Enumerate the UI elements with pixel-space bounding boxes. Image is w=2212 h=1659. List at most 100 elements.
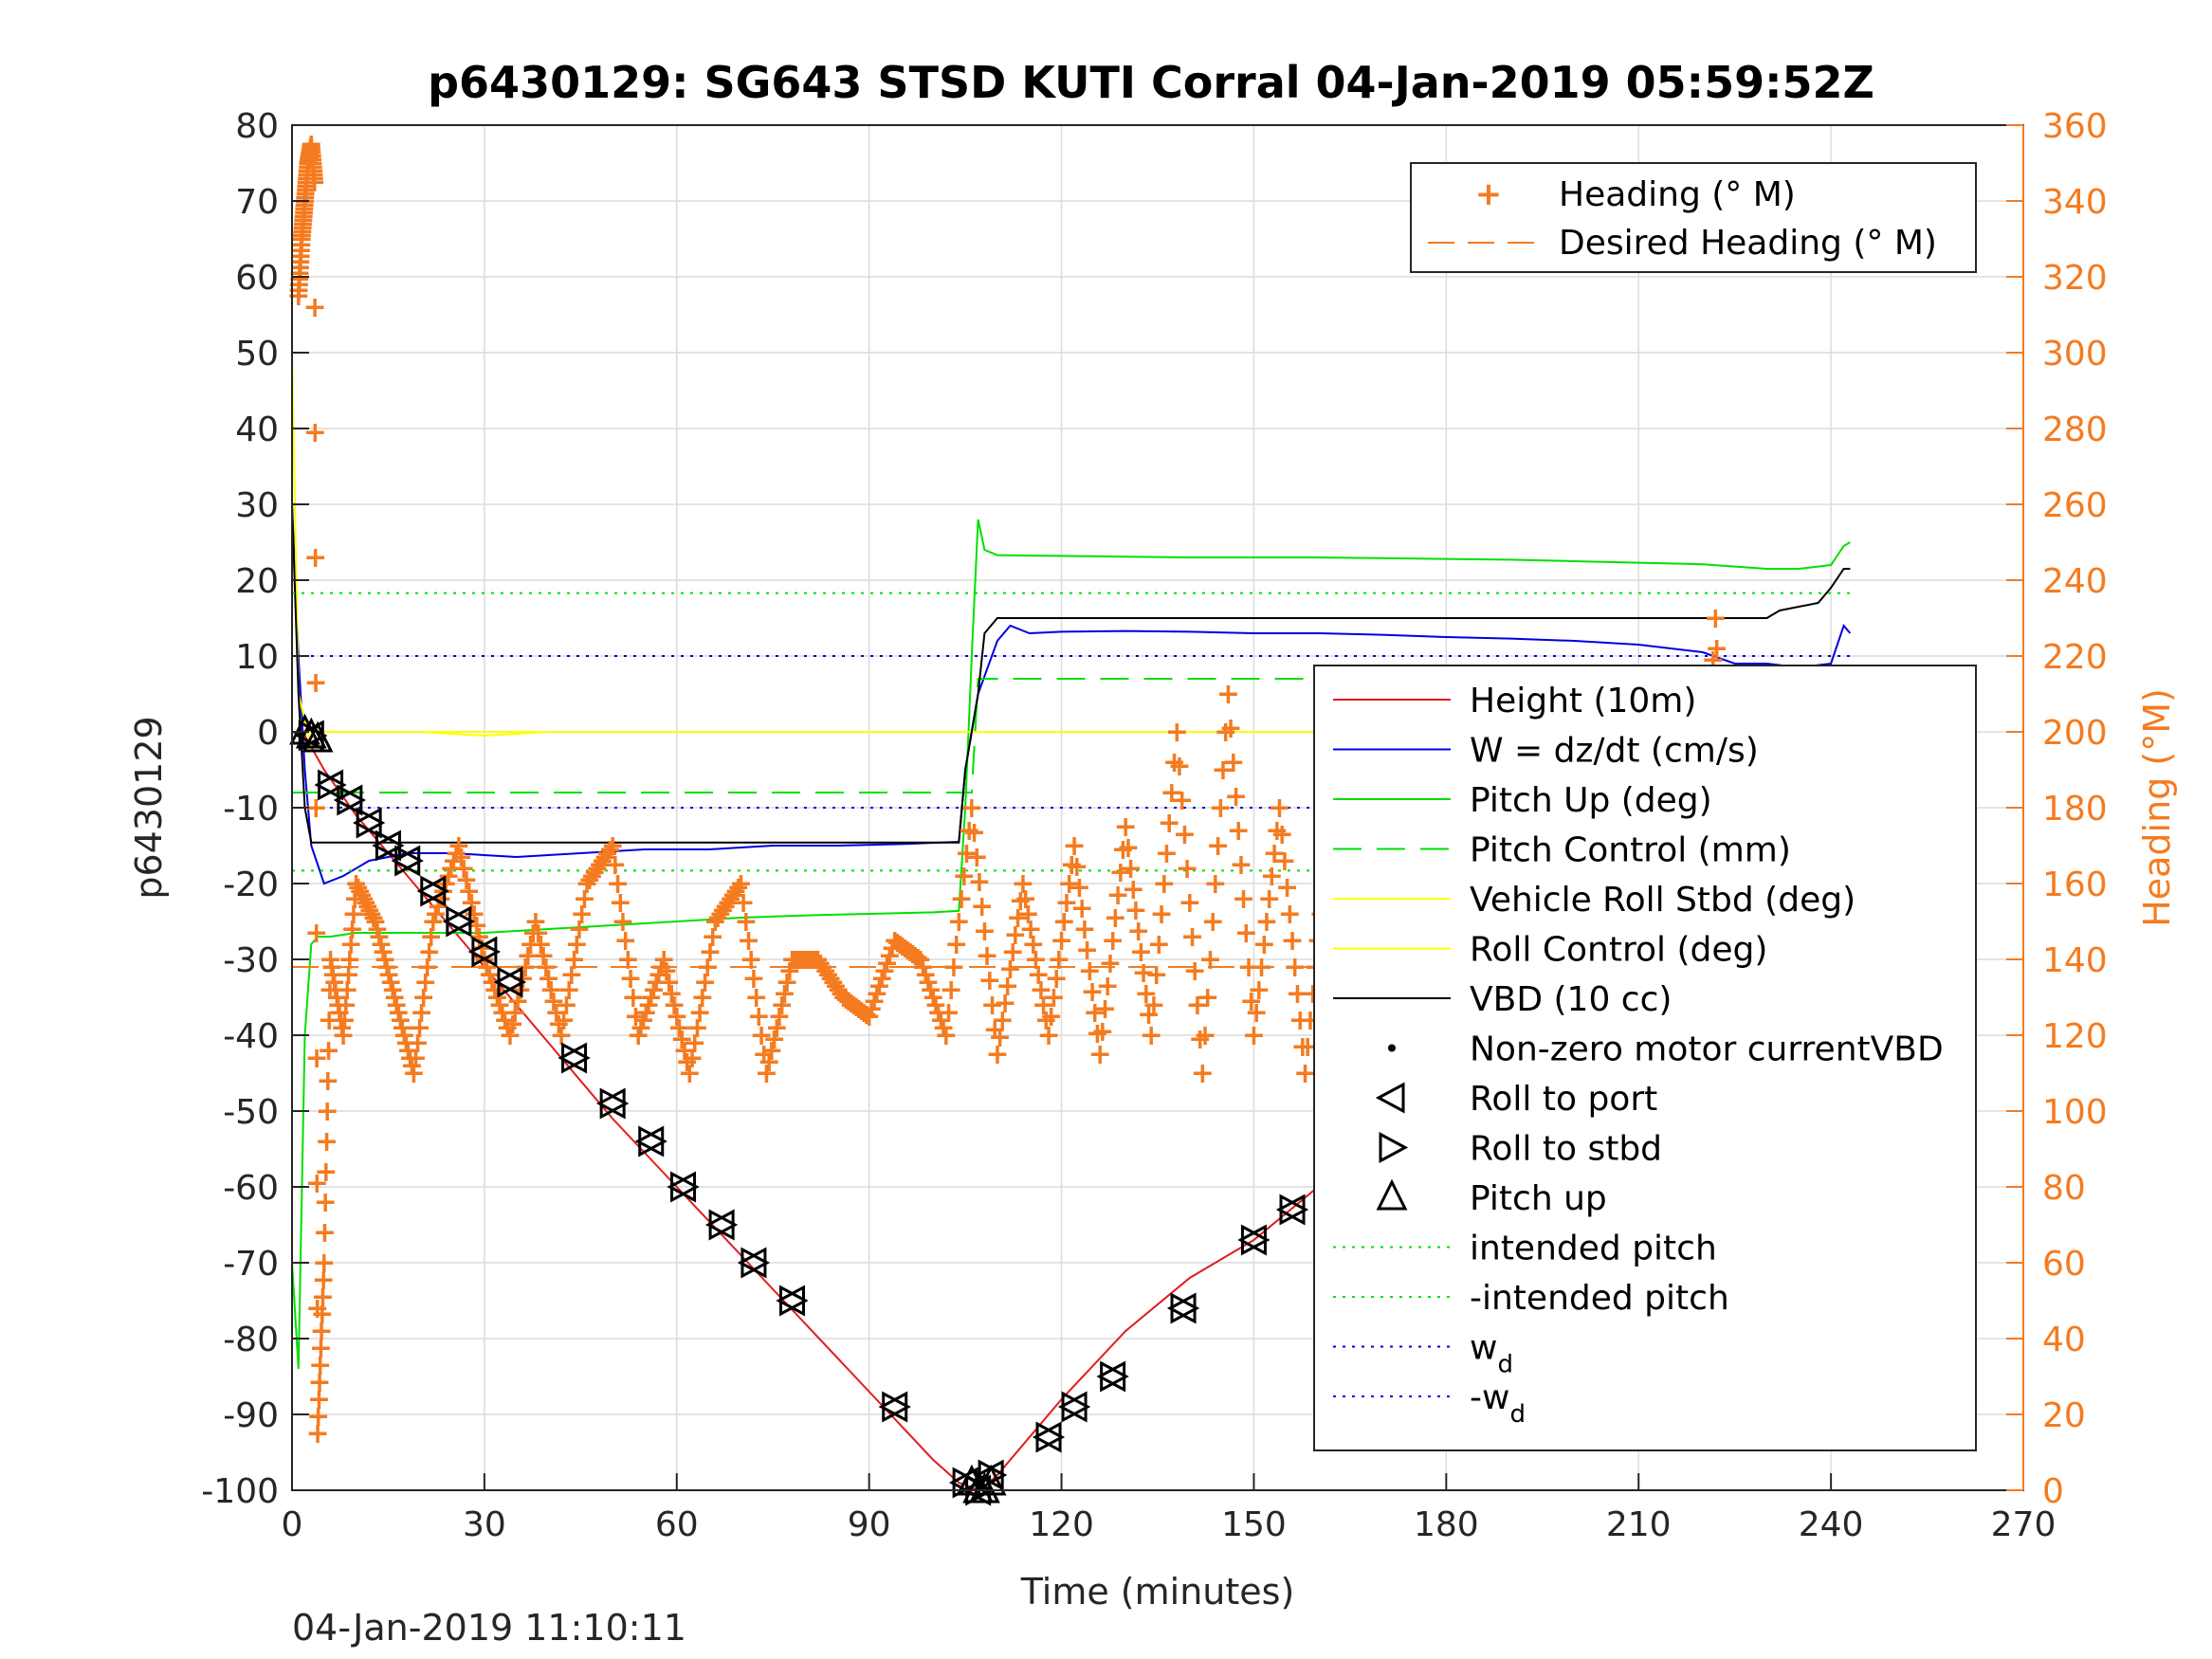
roll-to-stbd-marker xyxy=(561,1042,591,1074)
heading-point: + xyxy=(1257,883,1281,916)
y-tick-label: 50 xyxy=(235,335,279,374)
heading-point: + xyxy=(490,996,514,1030)
heading-point: + xyxy=(652,943,676,976)
heading-point: + xyxy=(326,989,350,1022)
roll-to-port-marker xyxy=(1096,1360,1126,1393)
heading-point: + xyxy=(1019,913,1043,946)
y2-tick-label: 160 xyxy=(2042,866,2108,904)
roll-to-stbd-marker xyxy=(1100,1360,1129,1393)
heading-point: + xyxy=(767,1000,791,1033)
pitch-up-marker xyxy=(968,1471,1000,1504)
heading-point: + xyxy=(300,128,323,161)
heading-point: + xyxy=(295,162,319,195)
roll-to-stbd-marker xyxy=(497,966,527,998)
heading-point: + xyxy=(1271,818,1294,851)
heading-point: + xyxy=(811,951,834,984)
heading-point: + xyxy=(305,1292,329,1325)
y2-tick-label: 120 xyxy=(2042,1017,2108,1056)
heading-point: + xyxy=(1704,602,1728,635)
heading-point: + xyxy=(631,1004,655,1037)
y-tick-label: -50 xyxy=(223,1093,279,1132)
y2-tick-label: 200 xyxy=(2042,714,2108,753)
heading-point: + xyxy=(523,905,547,939)
heading-point: + xyxy=(993,987,1016,1020)
heading-point: + xyxy=(577,864,601,897)
heading-point: + xyxy=(898,936,922,969)
heading-point: + xyxy=(290,223,314,256)
heading-point: + xyxy=(980,989,1004,1022)
legend-swatch-roll-to-port xyxy=(1375,1082,1405,1114)
heading-point: + xyxy=(762,1023,786,1056)
heading-point: + xyxy=(962,816,986,849)
heading-point: + xyxy=(1234,917,1258,950)
heading-point: + xyxy=(454,864,478,897)
heading-point: + xyxy=(929,1004,953,1037)
heading-point: + xyxy=(297,143,320,176)
heading-point: + xyxy=(801,943,825,976)
x-tick-label: 90 xyxy=(848,1505,891,1544)
x-axis-label: Time (minutes) xyxy=(1020,1571,1295,1613)
heading-point: + xyxy=(923,989,947,1022)
roll-to-stbd-marker xyxy=(638,1125,667,1158)
heading-point: + xyxy=(1078,955,1102,988)
heading-point: + xyxy=(670,1023,694,1056)
heading-point: + xyxy=(302,158,325,191)
y-tick-label: 30 xyxy=(235,486,279,525)
y-tick-label: -40 xyxy=(223,1017,279,1056)
x-tick-label: 60 xyxy=(655,1505,699,1544)
heading-point: + xyxy=(663,989,686,1022)
heading-point: + xyxy=(385,989,409,1022)
heading-point: + xyxy=(1047,943,1070,976)
roll-to-port-marker xyxy=(1032,1421,1062,1453)
heading-point: + xyxy=(919,974,942,1007)
footer-timestamp: 04-Jan-2019 11:10:11 xyxy=(292,1607,686,1649)
y-tick-label: 10 xyxy=(235,638,279,677)
heading-point: + xyxy=(400,1049,424,1083)
heading-point: + xyxy=(519,928,542,961)
heading-point: + xyxy=(1147,928,1171,961)
heading-point: + xyxy=(318,1004,341,1037)
heading-point: + xyxy=(1227,814,1251,848)
heading-point: + xyxy=(654,955,678,988)
heading-point: + xyxy=(393,1019,416,1052)
heading-point: + xyxy=(616,943,640,976)
heading-point: + xyxy=(547,1008,571,1041)
heading-point: + xyxy=(570,898,594,931)
heading-point: + xyxy=(1104,902,1127,935)
heading-point: + xyxy=(601,830,625,863)
heading-point: + xyxy=(1272,845,1296,878)
heading-point: + xyxy=(296,151,320,184)
heading-point: + xyxy=(798,943,822,976)
heading-point: + xyxy=(1024,943,1048,976)
heading-point: + xyxy=(1176,852,1199,885)
heading-point: + xyxy=(296,155,320,188)
heading-point: + xyxy=(296,147,320,180)
legend-entry-subscript: d xyxy=(1497,1351,1513,1379)
heading-point: + xyxy=(287,274,311,307)
heading-point: + xyxy=(776,966,799,999)
pitch-up-marker xyxy=(975,1464,1007,1496)
heading-point: + xyxy=(647,958,670,992)
series-vbd-10-cc xyxy=(291,503,1851,844)
heading-point: + xyxy=(302,155,325,188)
heading-point: + xyxy=(716,886,740,920)
heading-point: + xyxy=(952,860,976,893)
legend-entry-label: Pitch Up (deg) xyxy=(1470,781,1712,820)
heading-point: + xyxy=(591,845,614,878)
heading-point: + xyxy=(340,913,364,946)
heading-point: + xyxy=(356,890,379,923)
heading-point: + xyxy=(595,837,619,870)
heading-point: + xyxy=(294,177,318,210)
heading-point: + xyxy=(777,955,801,988)
heading-point: + xyxy=(565,928,589,961)
heading-point: + xyxy=(1114,811,1138,844)
heading-point: + xyxy=(788,943,812,976)
roll-to-stbd-marker xyxy=(420,875,449,907)
heading-point: + xyxy=(298,136,321,169)
heading-point: + xyxy=(642,974,666,1007)
y-axis-left: 80 70 60 50 40 30 20 10 0 -10 -20 -30 -40 -50 -60 -70 -8… xyxy=(201,107,309,1511)
heading-point: + xyxy=(1167,750,1191,783)
heading-point: + xyxy=(1286,977,1309,1011)
legend-entry-label: VBD (10 cc) xyxy=(1470,980,1672,1019)
